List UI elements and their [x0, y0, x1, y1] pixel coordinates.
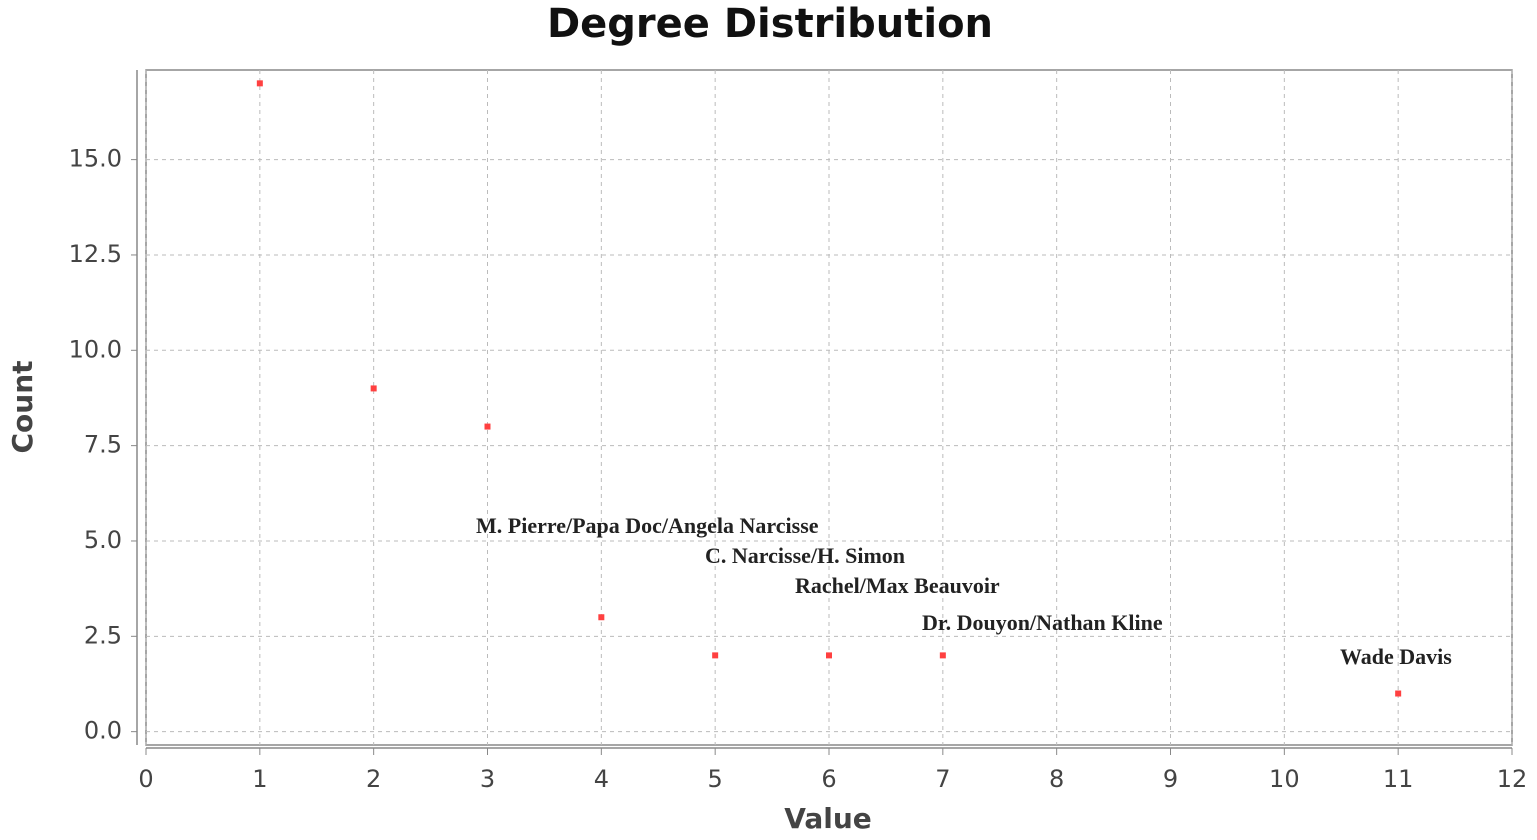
point: [939, 652, 946, 659]
annotation: M. Pierre/Papa Doc/Angela Narcisse: [476, 513, 819, 538]
x-tick-label: 10: [1269, 765, 1300, 793]
y-tick-label: 15.0: [69, 145, 122, 173]
x-tick-label: 0: [138, 765, 153, 793]
chart-title: Degree Distribution: [547, 1, 993, 47]
x-tick-label: 2: [366, 765, 381, 793]
x-tick-label: 3: [480, 765, 495, 793]
y-tick-label: 0.0: [84, 717, 122, 745]
point: [1395, 690, 1402, 697]
x-tick-label: 11: [1383, 765, 1414, 793]
point: [484, 423, 491, 430]
y-tick-label: 2.5: [84, 621, 122, 649]
x-tick-label: 6: [821, 765, 836, 793]
point: [826, 652, 832, 659]
annotation: Rachel/Max Beauvoir: [795, 573, 1000, 598]
point: [712, 652, 719, 659]
y-tick-label: 5.0: [84, 526, 122, 554]
x-tick-label: 4: [594, 765, 609, 793]
point: [370, 385, 377, 392]
y-tick-label: 12.5: [69, 240, 122, 268]
y-tick-label: 7.5: [84, 431, 122, 459]
annotation: C. Narcisse/H. Simon: [705, 543, 905, 568]
annotation: Wade Davis: [1340, 644, 1452, 669]
annotation: Dr. Douyon/Nathan Kline: [922, 610, 1163, 635]
y-axis-label: Count: [6, 360, 39, 453]
x-axis-label: Value: [784, 802, 872, 835]
x-tick-label: 1: [252, 765, 267, 793]
point: [598, 614, 605, 621]
x-tick-label: 7: [935, 765, 950, 793]
x-tick-label: 5: [708, 765, 723, 793]
x-tick-label: 12: [1497, 765, 1528, 793]
point: [256, 80, 263, 87]
y-tick-label: 10.0: [69, 335, 122, 363]
x-tick-label: 9: [1163, 765, 1178, 793]
x-tick-label: 8: [1049, 765, 1064, 793]
